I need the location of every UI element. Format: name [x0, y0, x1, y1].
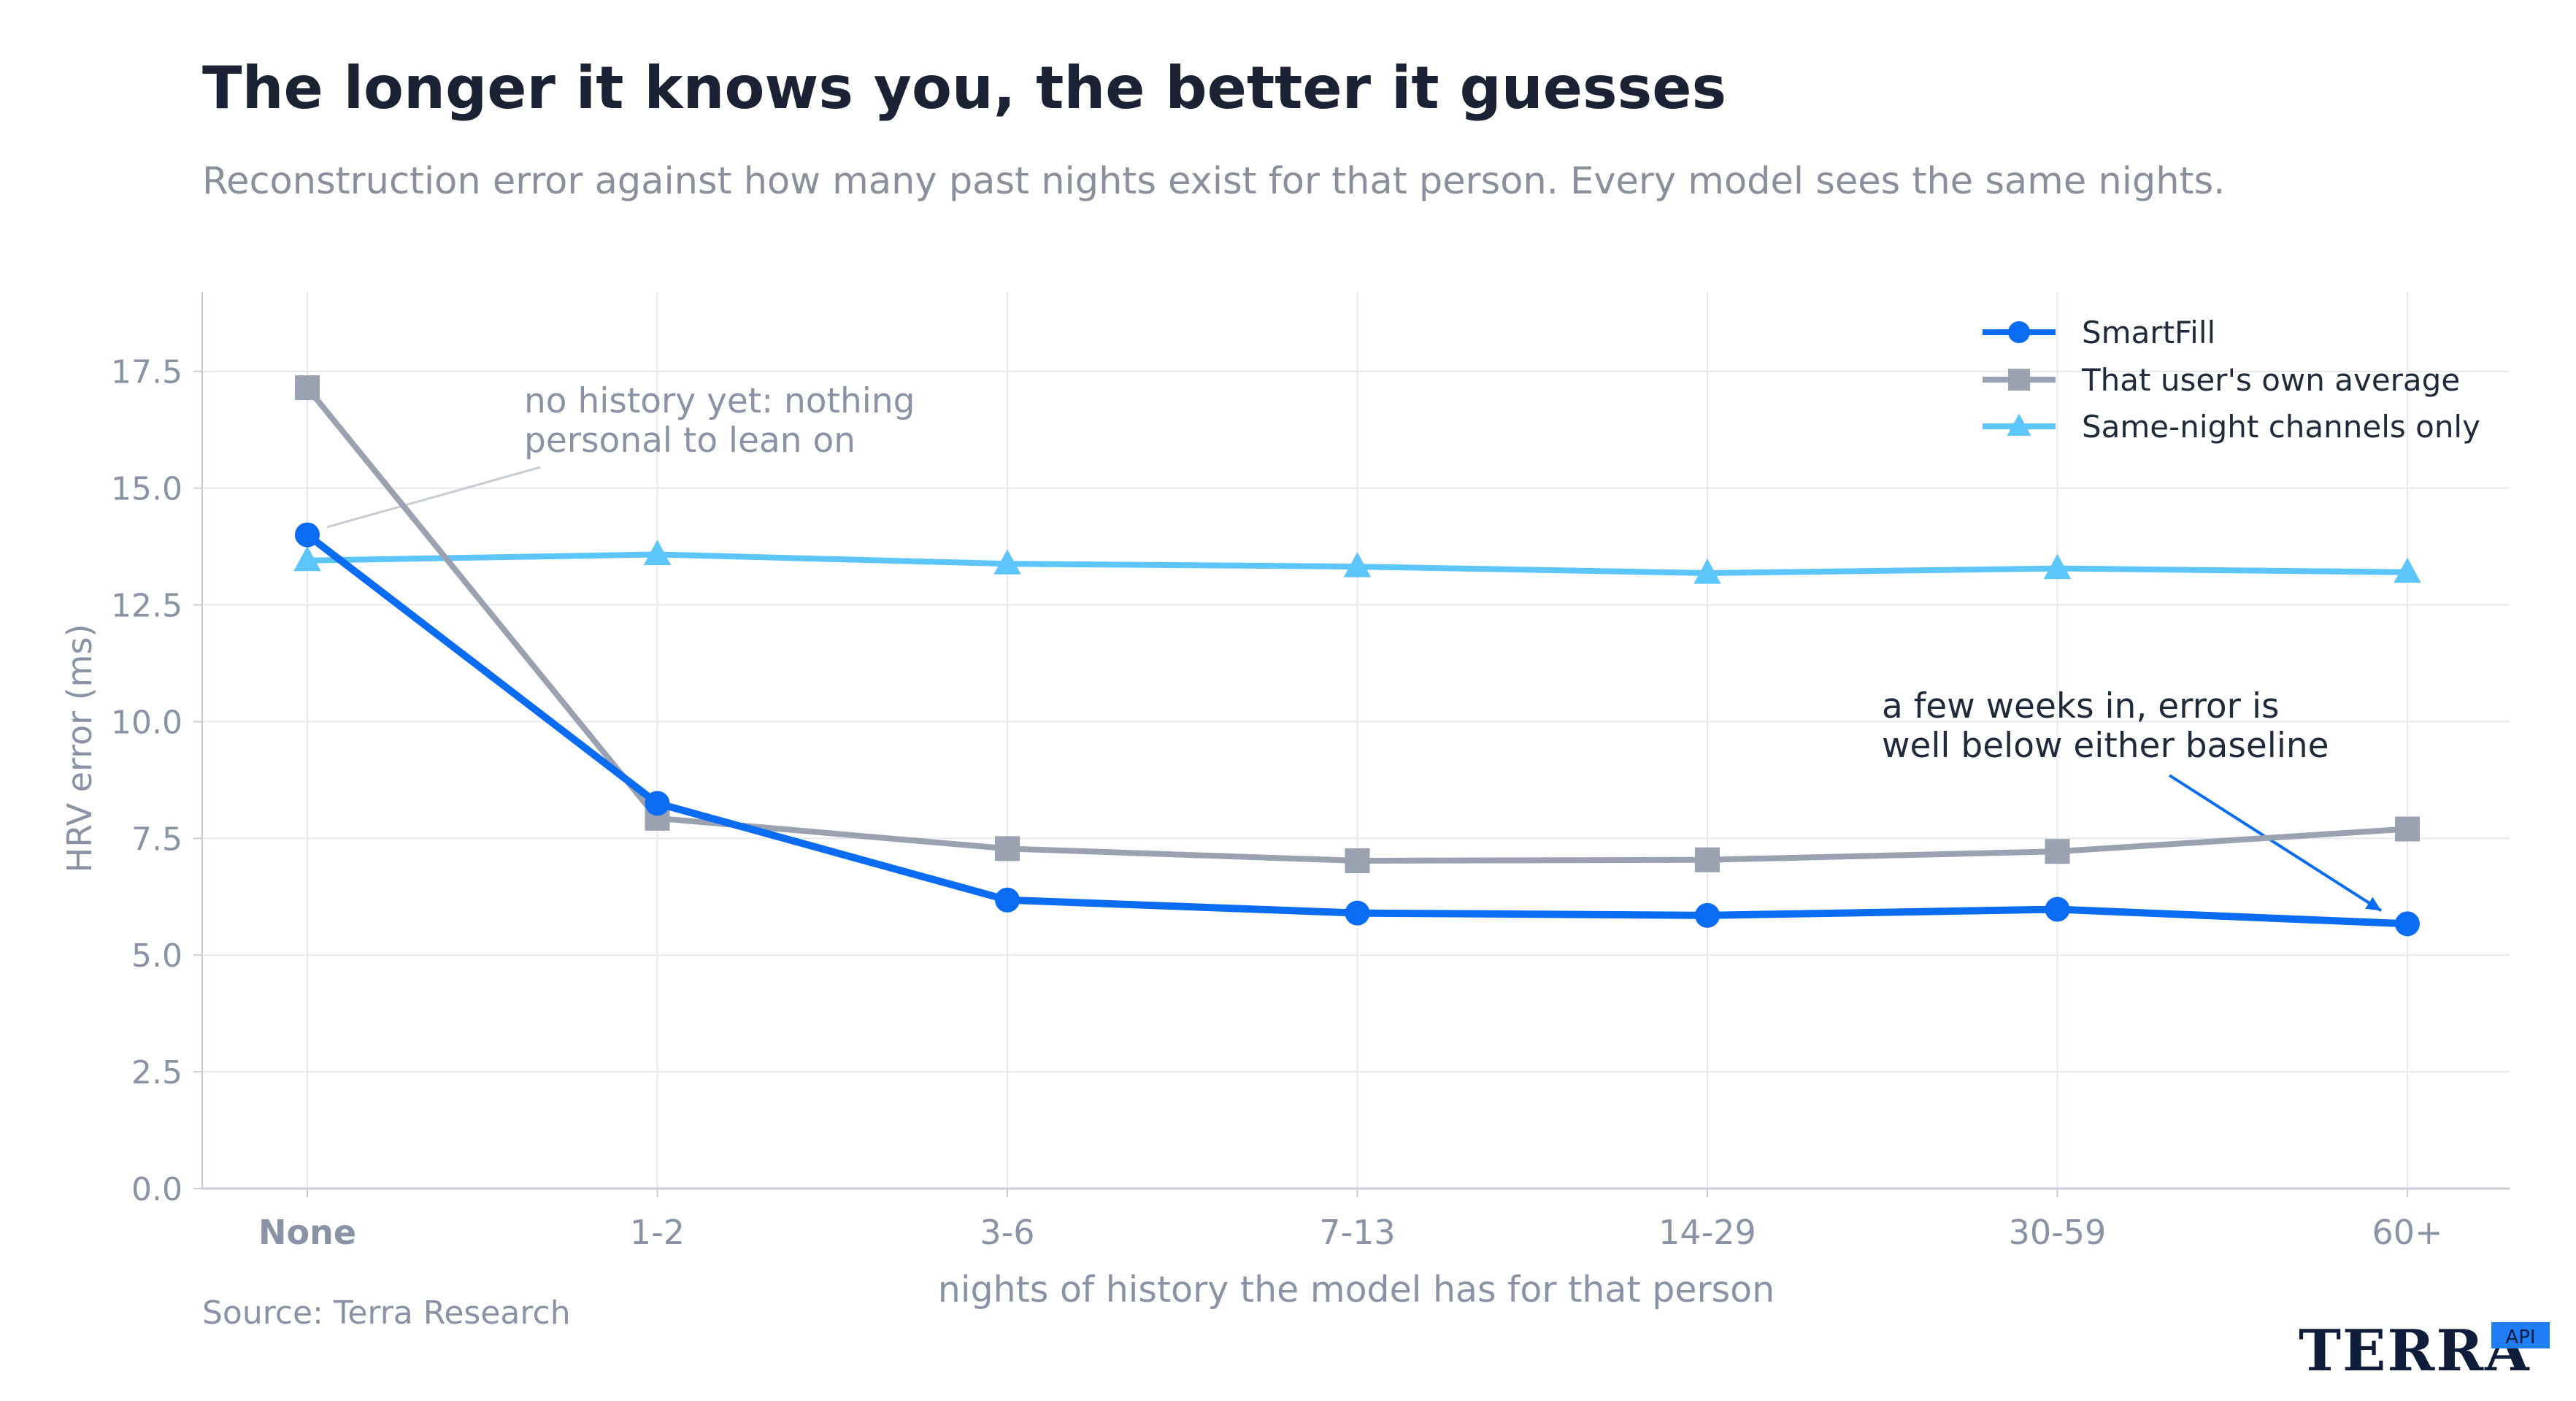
data-point — [993, 549, 1021, 575]
series-same-night-channels-only — [293, 540, 2421, 584]
legend-marker — [2008, 369, 2030, 391]
data-point — [1695, 847, 1720, 872]
x-tick-label: 7-13 — [1319, 1213, 1395, 1252]
data-point — [1693, 559, 1721, 584]
y-tick-labels: 0.0 2.5 5.0 7.5 10.0 12.5 15.0 17.5 — [111, 354, 202, 1208]
brand-badge — [2491, 1322, 2550, 1348]
annotation-leader-line — [326, 466, 541, 529]
data-point — [2045, 839, 2070, 864]
data-point — [995, 836, 1020, 861]
annotation-few-weeks: a few weeks in, error is — [1882, 686, 2280, 726]
data-point — [1345, 900, 1370, 926]
legend-item: SmartFill — [1983, 315, 2215, 350]
data-point — [2045, 897, 2070, 922]
annotation-arrow-line — [2168, 774, 2383, 913]
x-tick-label: None — [258, 1213, 356, 1252]
series-that-user-s-own-average — [295, 375, 2420, 874]
data-point — [995, 887, 1020, 913]
annotation-few-weeks: well below either baseline — [1882, 726, 2329, 766]
y-tick-label: 2.5 — [131, 1054, 182, 1091]
source-note: Source: Terra Research — [202, 1294, 571, 1332]
legend-item: Same-night channels only — [1983, 409, 2480, 445]
data-point — [2395, 816, 2420, 842]
y-axis-label: HRV error (ms) — [60, 624, 99, 873]
x-tick-label: 1-2 — [630, 1213, 685, 1252]
data-point — [1345, 848, 1370, 874]
data-point — [2394, 557, 2421, 583]
legend-label: SmartFill — [2082, 315, 2215, 350]
legend-marker — [2007, 413, 2031, 436]
legend-item: That user's own average — [1983, 362, 2460, 398]
annotation-arrow-head — [2365, 897, 2381, 911]
x-axis-label: nights of history the model has for that… — [938, 1269, 1775, 1310]
data-point — [295, 522, 320, 548]
y-tick-label: 7.5 — [131, 821, 182, 858]
x-tick-label: 14-29 — [1658, 1213, 1756, 1252]
y-tick-label: 0.0 — [131, 1171, 182, 1208]
x-tick-label: 60+ — [2372, 1213, 2442, 1252]
grid — [201, 292, 2510, 1190]
terra-logo: TERRA API — [2299, 1318, 2550, 1384]
annotation-no-history: personal to lean on — [524, 421, 856, 461]
legend-label: That user's own average — [2081, 362, 2460, 398]
data-point — [643, 540, 672, 565]
legend: SmartFill That user's own average Same-nig… — [1983, 315, 2480, 445]
annotation-no-history: no history yet: nothing — [524, 381, 915, 421]
chart-title: The longer it knows you, the better it g… — [202, 54, 1726, 122]
x-tick-label: 3-6 — [980, 1213, 1034, 1252]
data-point — [1343, 552, 1372, 577]
x-tick-label: 30-59 — [2009, 1213, 2107, 1252]
y-tick-label: 15.0 — [111, 471, 182, 508]
y-tick-label: 5.0 — [131, 937, 182, 975]
data-point — [2395, 911, 2420, 937]
y-tick-label: 17.5 — [111, 354, 182, 391]
data-point — [295, 375, 320, 401]
data-point — [293, 545, 321, 572]
legend-marker — [2008, 321, 2030, 343]
y-tick-label: 12.5 — [111, 588, 182, 625]
data-point — [1695, 902, 1720, 928]
x-tick-labels: None 1-2 3-6 7-13 14-29 30-59 60+ — [258, 1189, 2443, 1252]
chart-subtitle: Reconstruction error against how many pa… — [202, 160, 2225, 203]
y-tick-label: 10.0 — [111, 704, 182, 741]
legend-label: Same-night channels only — [2082, 409, 2480, 445]
brand-wordmark: TERRA — [2299, 1318, 2531, 1384]
data-point — [2043, 553, 2072, 580]
brand-badge-text: API — [2505, 1327, 2535, 1348]
data-point — [645, 791, 670, 816]
series-layer — [293, 375, 2421, 937]
series-smartfill — [295, 522, 2420, 937]
